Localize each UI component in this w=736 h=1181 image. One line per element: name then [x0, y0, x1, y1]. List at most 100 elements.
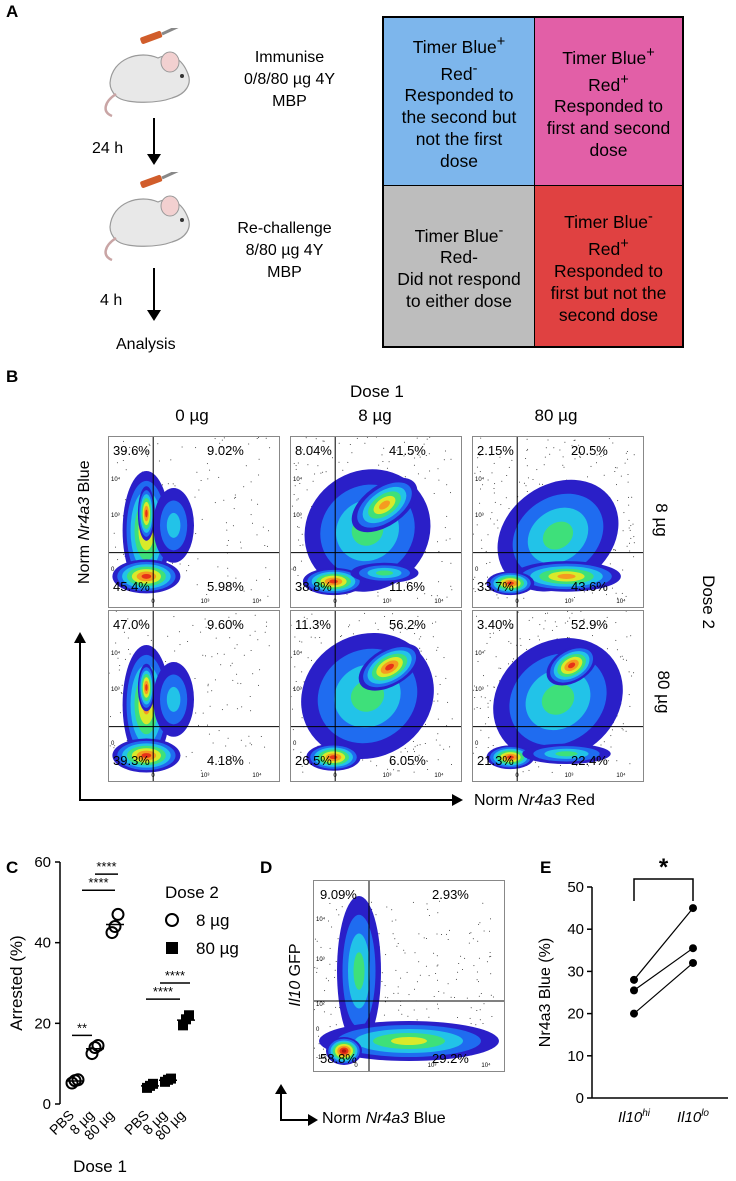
event-dot: [311, 446, 313, 448]
x-tick-label: 10⁴: [434, 598, 444, 605]
event-dot: [608, 760, 610, 762]
event-dot: [494, 501, 496, 503]
event-dot: [490, 518, 491, 520]
y-tick-label: 10³: [475, 513, 484, 519]
event-dot: [208, 733, 210, 735]
event-dot: [294, 666, 296, 668]
event-dot: [324, 990, 326, 992]
analysis-label: Analysis: [116, 336, 176, 353]
event-dot: [596, 462, 597, 464]
facs-plot-d: 10⁴ 10³ 10² 0 -10² 0 10³ 10⁴ 9.09% 2.93% 58.8% …: [313, 880, 505, 1072]
event-dot: [294, 636, 296, 638]
event-dot: [479, 922, 481, 924]
event-dot: [444, 527, 446, 529]
b-y-axis-label: Norm Nr4a3 Blue: [76, 460, 93, 584]
event-dot: [413, 1009, 415, 1011]
event-dot: [414, 988, 415, 990]
event-dot: [170, 459, 172, 461]
event-dot: [329, 947, 331, 949]
x-tick-label: 10³: [201, 773, 210, 779]
event-dot: [625, 452, 627, 454]
event-dot: [626, 659, 627, 661]
event-dot: [413, 625, 415, 627]
event-dot: [382, 461, 384, 462]
pct-tr: 2.93%: [432, 887, 469, 902]
event-dot: [505, 620, 506, 622]
event-dot: [391, 761, 392, 763]
event-dot: [240, 547, 242, 549]
event-dot: [149, 444, 151, 446]
event-dot: [390, 755, 392, 757]
event-dot: [227, 540, 229, 541]
event-dot: [445, 450, 446, 452]
event-dot: [423, 937, 425, 939]
event-dot: [489, 633, 491, 635]
event-dot: [118, 669, 120, 671]
event-dot: [116, 462, 118, 464]
event-dot: [426, 658, 428, 660]
d-y-axis-label: Il10 GFP: [287, 943, 304, 1007]
event-dot: [123, 631, 125, 633]
event-dot: [375, 914, 377, 916]
event-dot: [580, 452, 582, 454]
event-dot: [508, 641, 510, 643]
event-dot: [506, 597, 508, 599]
event-dot: [591, 592, 593, 594]
event-dot: [407, 1015, 409, 1017]
event-dot: [407, 751, 408, 753]
event-dot: [226, 544, 228, 546]
event-dot: [633, 454, 635, 456]
event-dot: [323, 1011, 325, 1013]
event-dot: [596, 454, 598, 456]
event-dot: [475, 1024, 477, 1026]
event-dot: [194, 496, 196, 498]
event-dot: [167, 635, 169, 637]
event-dot: [413, 464, 415, 466]
event-dot: [493, 462, 495, 464]
event-dot: [600, 456, 602, 458]
event-dot: [606, 616, 608, 618]
event-dot: [414, 751, 415, 753]
event-dot: [450, 585, 452, 587]
event-dot: [446, 596, 448, 598]
event-dot: [476, 1010, 478, 1011]
event-dot: [470, 932, 472, 934]
pct-tl: 2.15%: [477, 443, 514, 458]
event-dot: [197, 558, 199, 560]
event-dot: [435, 973, 437, 974]
x-tick-label: 0: [354, 1063, 358, 1069]
event-dot: [517, 611, 519, 613]
y-tick-label: 0: [576, 1090, 584, 1107]
event-dot: [342, 469, 344, 471]
event-dot: [200, 770, 202, 772]
density-contour: [507, 755, 514, 759]
event-dot: [341, 635, 343, 637]
event-dot: [366, 437, 368, 438]
density-contour: [141, 573, 152, 579]
event-dot: [412, 741, 414, 742]
event-dot: [317, 465, 319, 467]
event-dot: [579, 456, 581, 458]
event-dot: [627, 474, 629, 475]
event-dot: [384, 996, 386, 998]
event-dot: [628, 527, 630, 529]
event-dot: [590, 623, 592, 625]
event-dot: [523, 482, 525, 484]
event-dot: [511, 626, 513, 628]
event-dot: [477, 661, 479, 662]
event-dot: [426, 1008, 428, 1010]
event-dot: [414, 633, 416, 635]
event-dot: [437, 733, 439, 735]
event-dot: [485, 723, 487, 725]
legend-label: 80 µg: [196, 939, 239, 958]
event-dot: [629, 705, 631, 707]
event-dot: [433, 700, 435, 702]
event-dot: [493, 686, 495, 688]
event-dot: [526, 450, 528, 451]
pct-br: 6.05%: [389, 753, 426, 768]
event-dot: [449, 538, 451, 540]
event-dot: [356, 437, 358, 439]
event-dot: [443, 459, 445, 461]
event-dot: [439, 900, 440, 902]
facs-plot: 10⁴ 10³ 0 0 10³ 10⁴ 47.0% 9.60% 39.3% 4.18%: [108, 610, 280, 782]
